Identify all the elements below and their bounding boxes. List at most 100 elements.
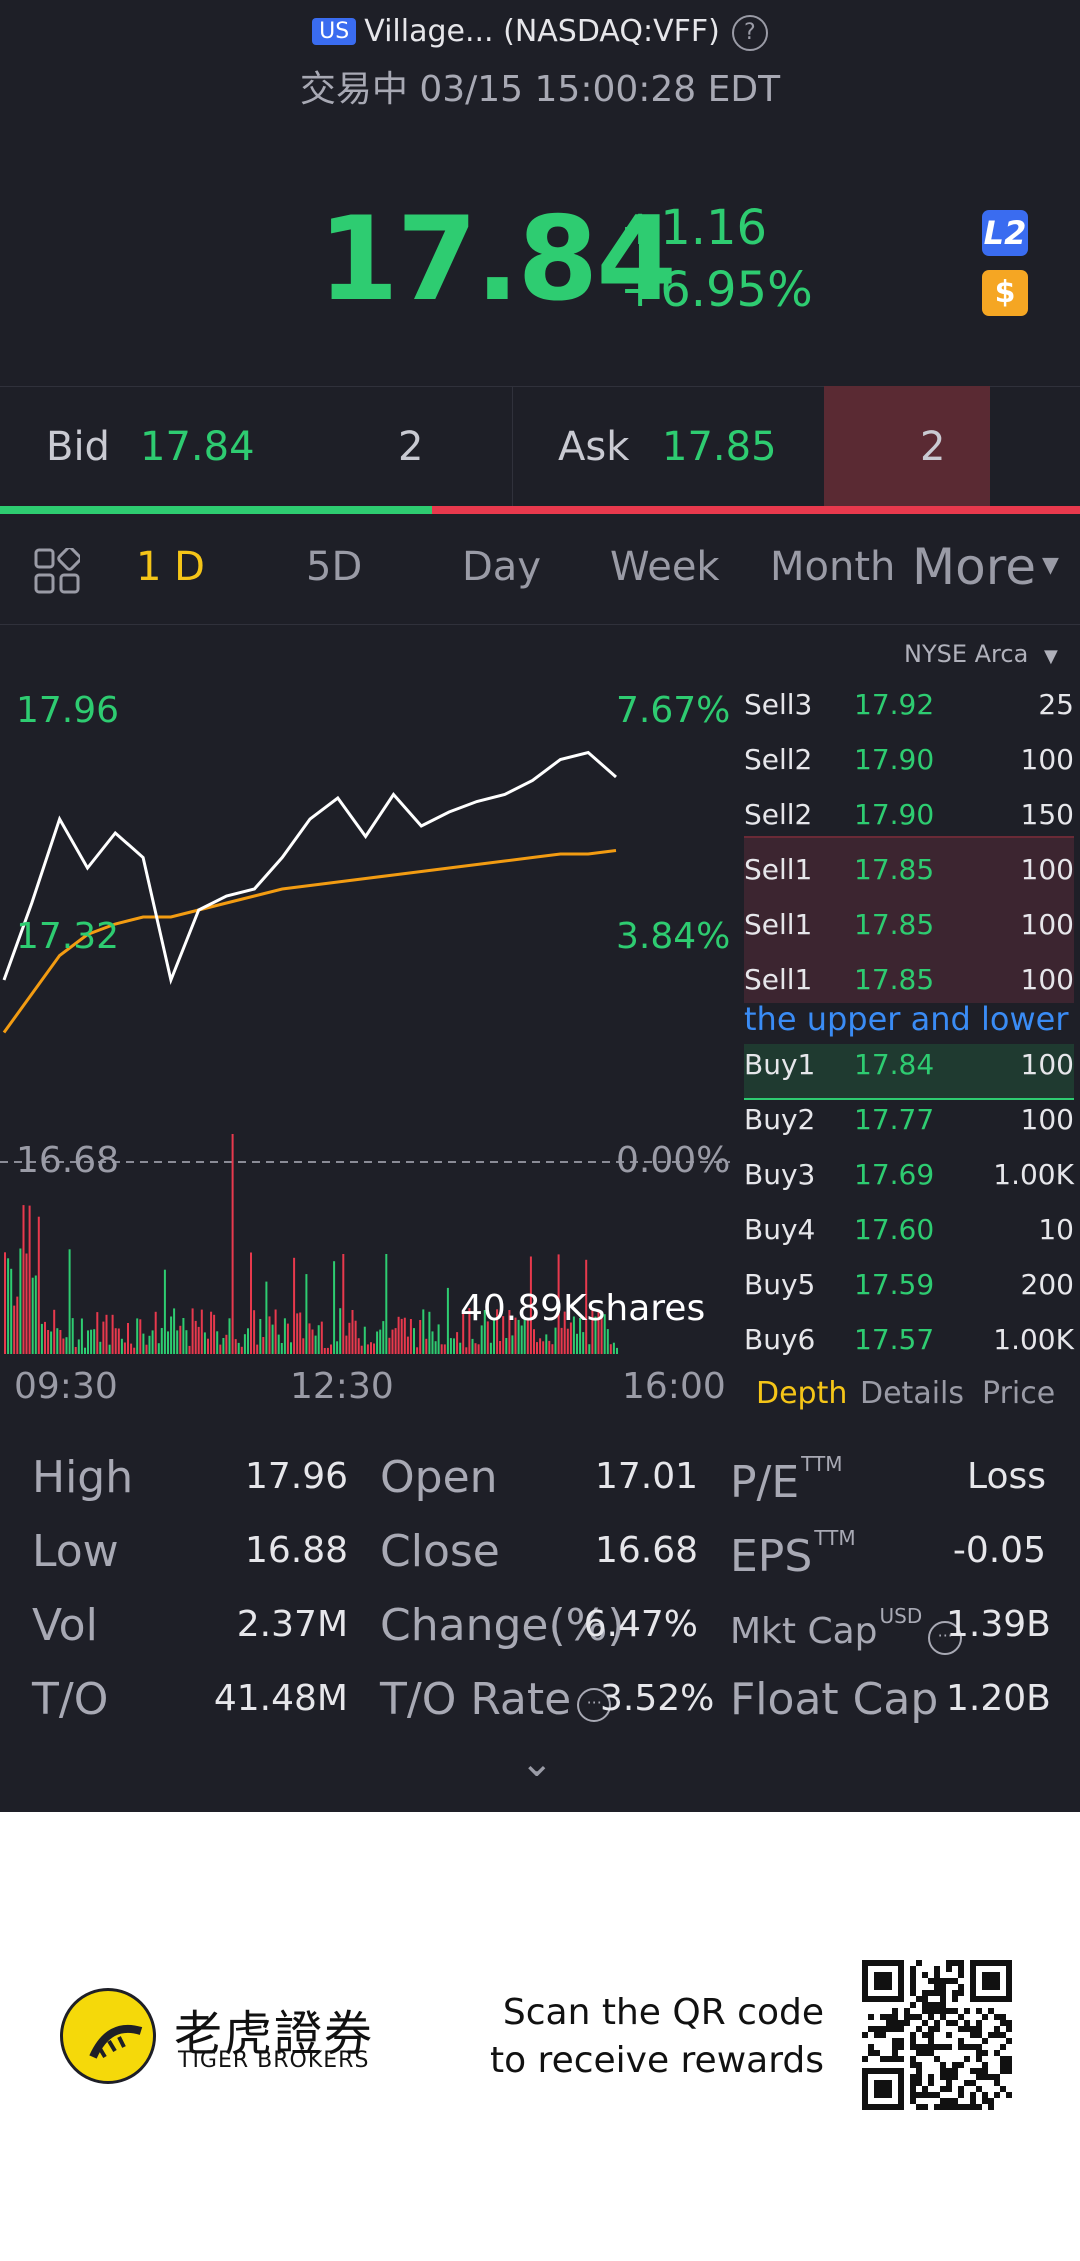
ask-label: Ask	[558, 424, 630, 470]
qr-module	[922, 1990, 928, 1996]
ask-ratio-bar	[432, 506, 1080, 514]
qr-module	[1006, 2026, 1012, 2032]
help-icon[interactable]: ?	[731, 15, 768, 51]
level2-icon[interactable]: L2	[982, 210, 1028, 256]
volume-bar	[200, 1309, 203, 1354]
qr-module	[868, 2050, 874, 2056]
volume-bar	[250, 1252, 252, 1354]
qr-module	[874, 2050, 880, 2056]
tab-day[interactable]: Day	[462, 544, 541, 590]
tab-1d[interactable]: 1 D	[136, 544, 205, 590]
order-row-buy[interactable]: Buy4 17.60 10	[744, 1203, 1074, 1257]
volume-bar	[37, 1216, 40, 1354]
volume-bar	[173, 1308, 176, 1354]
tab-price[interactable]: Price	[982, 1376, 1056, 1411]
qr-module	[940, 1978, 946, 1984]
qr-module	[910, 2074, 916, 2080]
qr-module	[1006, 2038, 1012, 2044]
qr-module	[988, 2104, 994, 2110]
stat-torate-label[interactable]: T/O Rate ···	[380, 1674, 612, 1725]
volume-bar	[416, 1347, 419, 1354]
qr-module	[922, 2086, 928, 2092]
volume-bar	[256, 1344, 259, 1354]
tab-5d[interactable]: 5D	[306, 544, 363, 590]
order-row-sell[interactable]: Sell1 17.85 100	[744, 898, 1074, 952]
time-end: 16:00	[622, 1366, 726, 1407]
volume-bar	[354, 1320, 357, 1354]
tab-month[interactable]: Month	[770, 544, 896, 590]
volume-bar	[453, 1338, 455, 1354]
volume-bar	[314, 1335, 317, 1354]
volume-bar	[468, 1308, 471, 1354]
order-price: 17.85	[854, 853, 935, 886]
volume-bar	[471, 1338, 474, 1354]
volume-bar	[576, 1333, 578, 1354]
more-info-icon[interactable]: ···	[928, 1621, 963, 1655]
qr-module	[946, 1966, 952, 1972]
qr-module	[934, 2056, 940, 2062]
qr-module	[910, 2014, 916, 2020]
tab-details[interactable]: Details	[860, 1376, 965, 1411]
volume-bar	[333, 1261, 336, 1354]
qr-module	[970, 2068, 976, 2074]
volume-bar	[431, 1331, 434, 1354]
time-start: 09:30	[14, 1366, 118, 1407]
brand-name-en: TIGER BROKERS	[178, 2048, 370, 2073]
volume-bar	[194, 1320, 197, 1354]
order-qty: 100	[1020, 1103, 1074, 1136]
order-row-buy[interactable]: Buy5 17.59 200	[744, 1258, 1074, 1312]
volume-bar	[511, 1335, 514, 1354]
qr-module	[916, 2068, 922, 2074]
volume-bar	[526, 1320, 529, 1354]
order-row-buy[interactable]: Buy1 17.84 100	[744, 1038, 1074, 1092]
qr-module	[922, 1972, 928, 1978]
volume-bar	[397, 1316, 400, 1354]
more-info-icon[interactable]: ···	[577, 1688, 612, 1722]
order-row-sell[interactable]: Sell1 17.85 100	[744, 953, 1074, 1007]
stock-title-bar[interactable]: US Village... (NASDAQ:VFF)?	[0, 14, 1080, 51]
tab-week[interactable]: Week	[610, 544, 720, 590]
volume-bar	[612, 1342, 615, 1354]
qr-module	[952, 2062, 958, 2068]
volume-bar	[44, 1321, 46, 1354]
tab-depth[interactable]: Depth	[756, 1376, 848, 1411]
qr-module	[958, 2086, 964, 2092]
qr-module	[928, 2080, 934, 2086]
volume-bar	[7, 1258, 10, 1354]
intraday-chart[interactable]	[0, 624, 730, 1354]
qr-module	[946, 1978, 952, 1984]
dollar-icon[interactable]: $	[982, 270, 1028, 316]
qr-module	[940, 2074, 946, 2080]
order-row-sell[interactable]: Sell2 17.90 100	[744, 733, 1074, 787]
qr-module	[958, 1972, 964, 1978]
expand-chevron-icon[interactable]: ⌄	[520, 1740, 554, 1786]
qr-module	[910, 2092, 916, 2098]
volume-bar	[80, 1318, 83, 1354]
order-row-buy[interactable]: Buy3 17.69 1.00K	[744, 1148, 1074, 1202]
volume-bar	[388, 1337, 391, 1354]
qr-module	[982, 2014, 988, 2020]
exchange-selector[interactable]: NYSE Arca ▼	[904, 640, 1058, 668]
qr-module	[910, 2038, 916, 2044]
qr-code[interactable]	[862, 1960, 1012, 2110]
qr-module	[964, 2056, 970, 2062]
order-row-sell[interactable]: Sell3 17.92 25	[744, 678, 1074, 732]
qr-module	[922, 2008, 928, 2014]
order-row-sell[interactable]: Sell2 17.90 150	[744, 788, 1074, 842]
volume-bar	[582, 1332, 585, 1354]
trading-status: 交易中 03/15 15:00:28 EDT	[299, 69, 781, 110]
qr-module	[934, 2092, 940, 2098]
stat-open-label: Open	[380, 1452, 498, 1503]
volume-bar	[428, 1311, 431, 1354]
tab-more[interactable]: More ▼	[912, 538, 1059, 596]
volume-bar	[216, 1331, 219, 1354]
qr-module	[982, 2050, 988, 2056]
order-row-sell[interactable]: Sell1 17.85 100	[744, 843, 1074, 897]
volume-bar	[462, 1313, 465, 1354]
stat-mktcap-label[interactable]: Mkt Cap USD···	[730, 1604, 963, 1655]
chart-layout-icon[interactable]	[34, 548, 80, 594]
order-row-buy[interactable]: Buy6 17.57 1.00K	[744, 1313, 1074, 1367]
qr-module	[928, 2026, 934, 2032]
order-row-buy[interactable]: Buy2 17.77 100	[744, 1093, 1074, 1147]
chart-base-pct: 0.00%	[616, 1140, 731, 1181]
